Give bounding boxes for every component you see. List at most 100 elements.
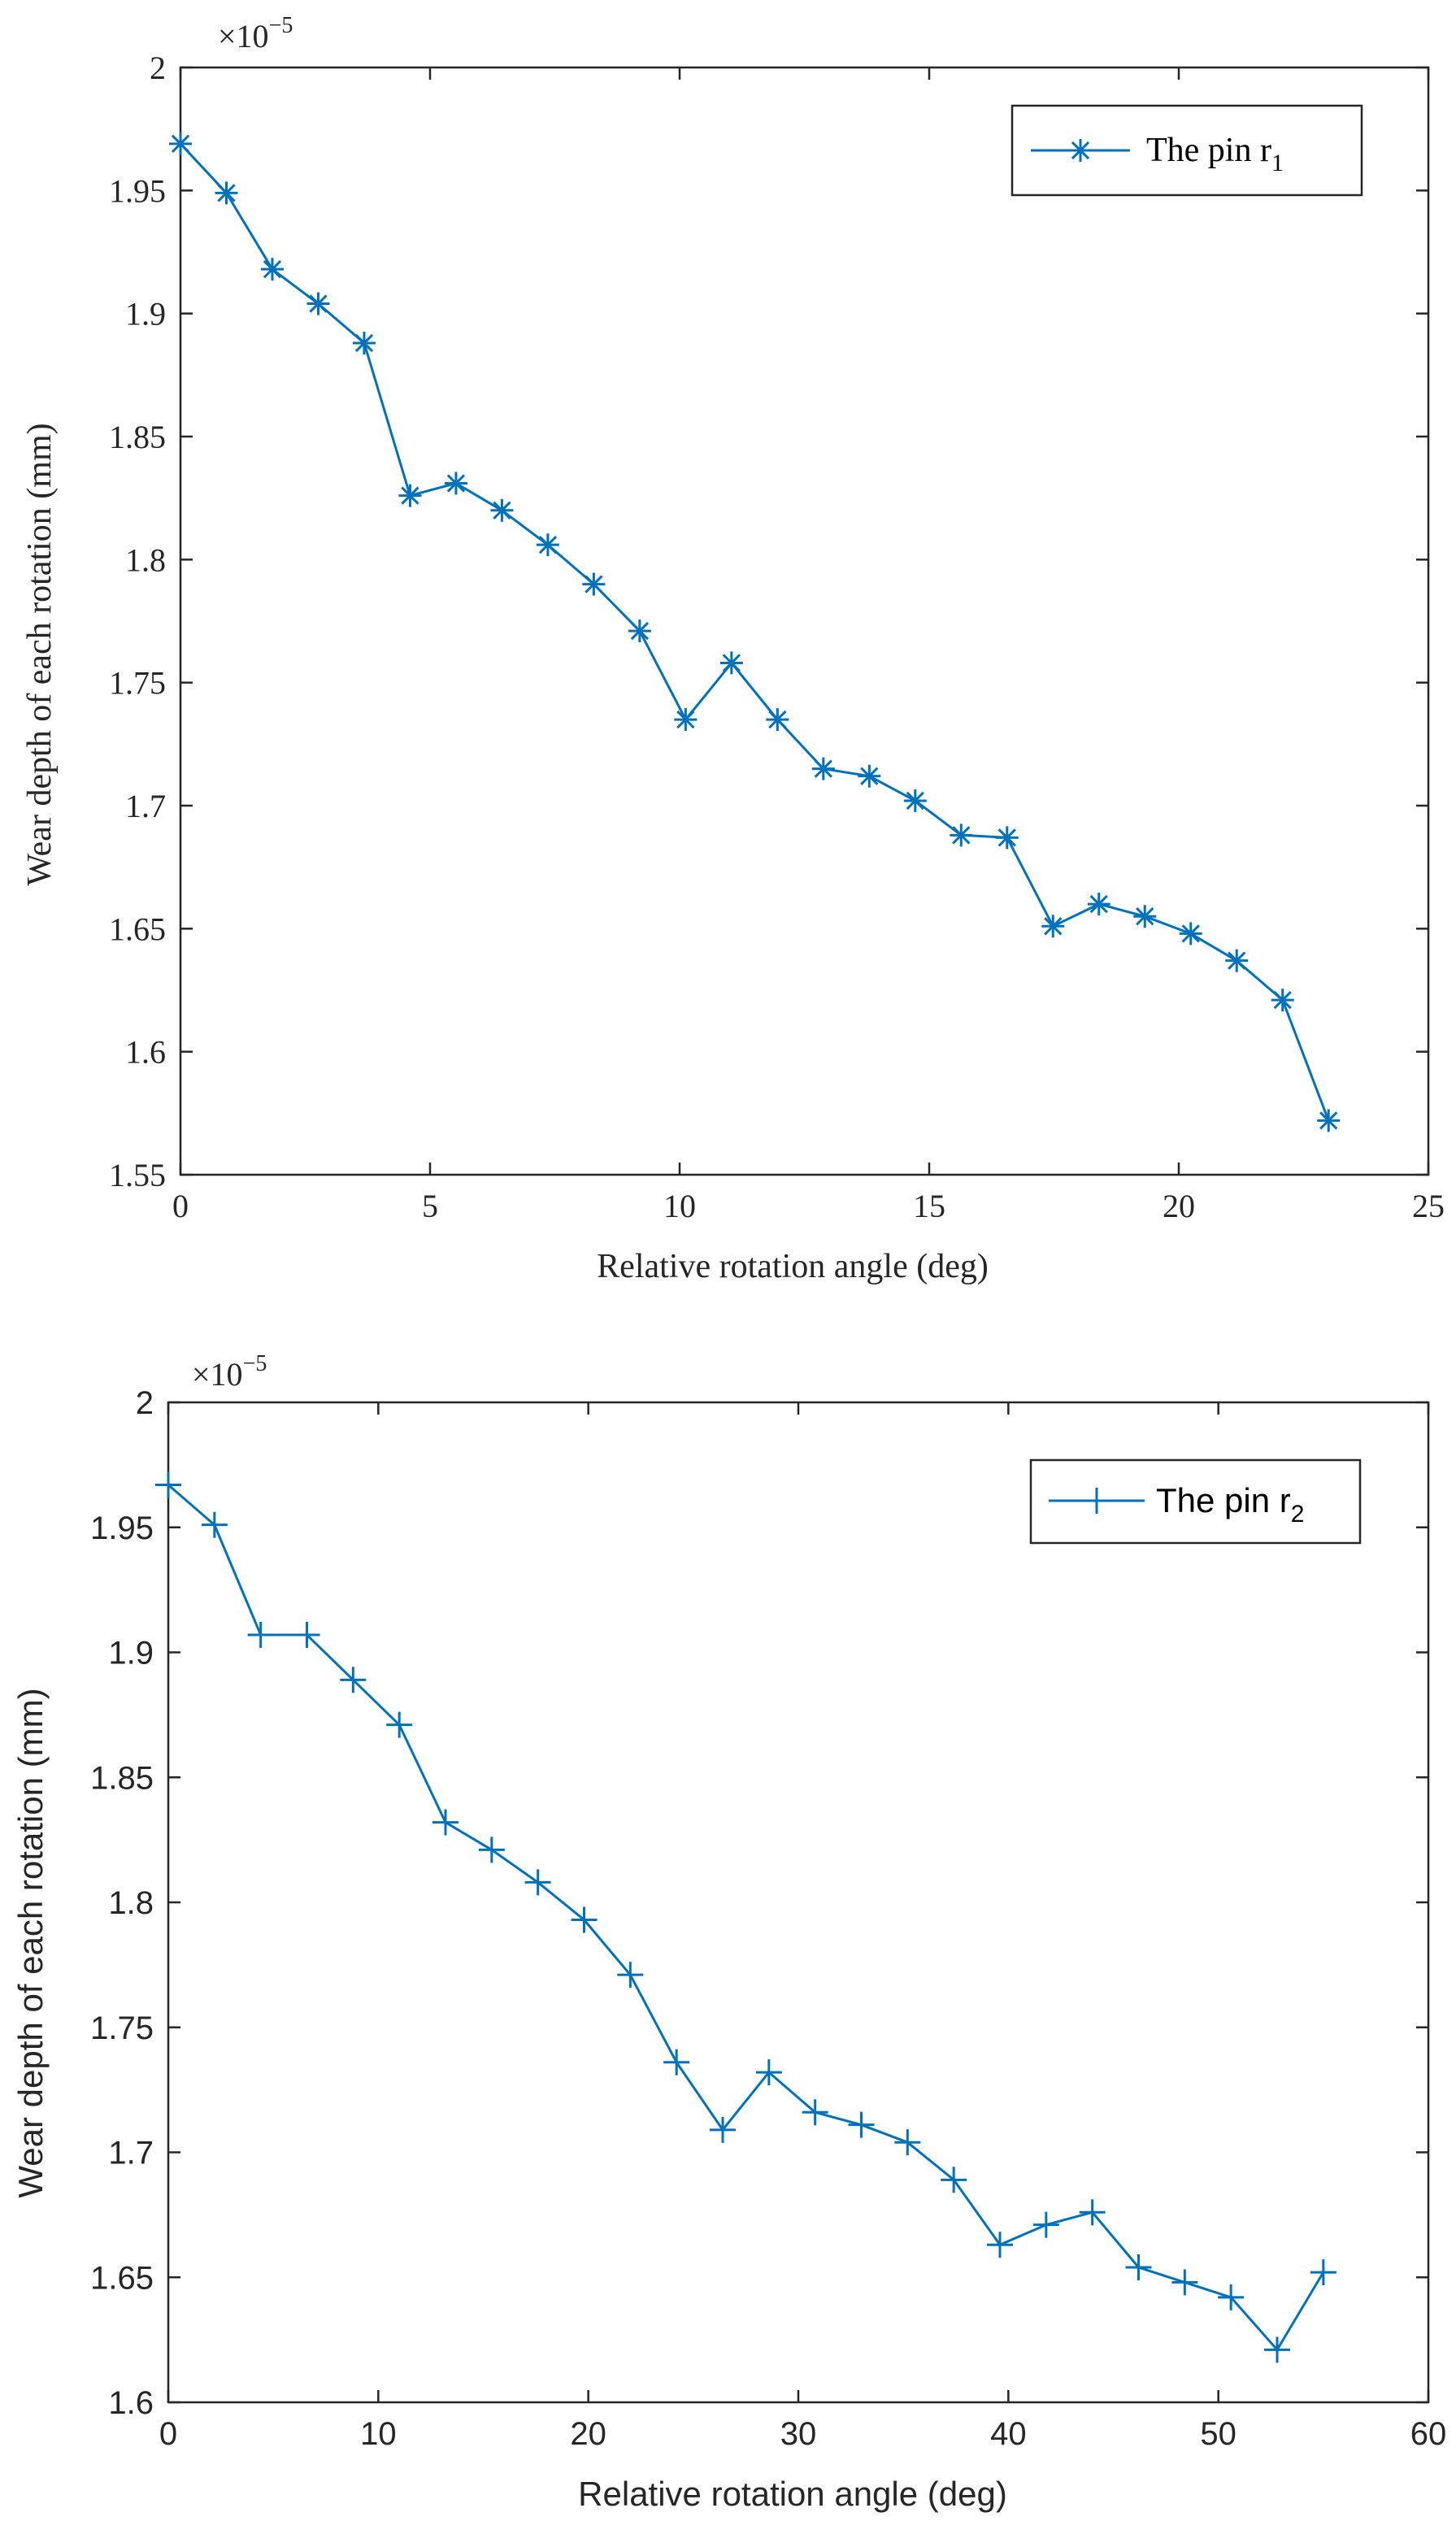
data-point-marker: [1133, 905, 1157, 928]
y-tick-label: 1.7: [108, 2136, 154, 2171]
data-point-marker: [1125, 2254, 1152, 2280]
y-tick-label: 1.6: [108, 2385, 154, 2421]
data-point-marker: [1310, 2259, 1336, 2286]
y-tick-label: 1.85: [109, 419, 166, 455]
data-point-marker: [582, 572, 606, 596]
x-tick-label: 40: [990, 2416, 1027, 2452]
data-point-marker: [398, 484, 422, 507]
y-axis-ticks: [168, 1401, 1428, 2404]
data-point-marker: [432, 1809, 459, 1836]
series-markers-pin-r1: [169, 132, 1341, 1132]
x-axis-ticks: [179, 67, 1430, 1175]
x-tick-label: 15: [913, 1188, 945, 1224]
y-tick-label: 1.6: [125, 1034, 166, 1071]
chart-pin-r2: 0 10 20 30 40 50 60 1.61.651.71.751.81.851.91.…: [11, 1351, 1446, 2513]
y-tick-label: 1.75: [90, 2010, 154, 2046]
legend-marker-glyph: [1069, 139, 1092, 162]
y-tick-label: 1.85: [90, 1760, 154, 1796]
data-point-marker: [155, 1471, 181, 1498]
series-line-pin-r1: [179, 142, 1330, 1121]
data-point-marker: [710, 2116, 736, 2143]
data-point-marker: [628, 619, 651, 643]
legend: The pin r2: [1029, 1458, 1362, 1545]
data-point-marker: [719, 651, 743, 675]
data-point-marker: [571, 1906, 598, 1933]
data-point-marker: [215, 181, 238, 205]
data-point-marker: [987, 2232, 1013, 2258]
data-point-marker: [1087, 893, 1110, 916]
y-tick-label: 1.8: [125, 541, 166, 578]
data-point-marker: [941, 2167, 967, 2193]
data-point-marker: [1225, 949, 1249, 972]
legend: The pin r1: [1011, 104, 1363, 197]
data-point-marker: [848, 2111, 875, 2138]
x-tick-label: 30: [780, 2416, 817, 2452]
data-point-marker: [340, 1667, 367, 1693]
x-tick-label: 0: [159, 2416, 177, 2452]
data-point-marker: [201, 1511, 228, 1538]
y-tick-labels: 1.6 1.65 1.7 1.75 1.8 1.85 1.9 1.95 2: [90, 1385, 154, 2421]
data-point-marker: [1079, 2199, 1106, 2226]
series-line-pin-r2: [167, 1484, 1325, 2352]
x-tick-label: 5: [422, 1188, 438, 1224]
data-point-marker: [478, 1836, 505, 1863]
data-point-marker: [352, 331, 376, 354]
y-tick-labels: 1.55 1.6 1.65 1.7 1.75 1.8 1.85 1.9 1.95 2: [109, 50, 166, 1193]
data-point-marker: [995, 826, 1019, 850]
y-tick-label: 1.95: [90, 1510, 154, 1546]
data-point-marker: [260, 258, 284, 281]
data-point-marker: [674, 708, 698, 732]
chart-pin-r1: 0 5 10 15 20 25 1.551.61.651.71.751.81.851.91…: [21, 13, 1445, 1285]
data-point-marker: [1171, 2269, 1198, 2296]
series-markers-pin-r2: [155, 1471, 1336, 2363]
x-tick-label: 50: [1200, 2416, 1237, 2452]
data-point-marker: [811, 757, 835, 780]
legend-plus-marker: [1084, 1488, 1110, 1514]
data-point-marker: [894, 2129, 921, 2156]
x-axis-ticks: [167, 1402, 1430, 2402]
data-point-marker: [536, 533, 559, 557]
y-tick-label: 1.9: [125, 296, 166, 333]
x-tick-label: 20: [570, 2416, 606, 2452]
data-point-marker: [169, 132, 192, 155]
x-tick-label: 20: [1163, 1188, 1195, 1224]
data-point-marker: [386, 1711, 413, 1738]
y-axis-exponent: ×10−5: [218, 13, 293, 54]
y-tick-label: 1.65: [90, 2260, 154, 2296]
y-tick-label: 1.75: [109, 665, 166, 702]
y-tick-label: 1.65: [109, 911, 166, 947]
data-point-marker: [1041, 915, 1065, 938]
data-point-marker: [802, 2099, 828, 2126]
data-point-marker: [755, 2059, 782, 2086]
data-point-marker: [663, 2049, 690, 2075]
x-axis-label: Relative rotation angle (deg): [578, 2475, 1007, 2513]
x-axis-label: Relative rotation angle (deg): [597, 1248, 989, 1285]
data-point-marker: [444, 472, 467, 495]
x-tick-labels: 0 10 20 30 40 50 60: [159, 2416, 1446, 2452]
data-point-marker: [766, 708, 789, 732]
data-point-marker: [903, 789, 927, 812]
y-axis-ticks: [180, 66, 1428, 1176]
legend-asterisk-marker: [1069, 139, 1092, 162]
data-point-marker: [247, 1621, 274, 1648]
plot-area-frame: [167, 1401, 1430, 2404]
data-point-marker: [1032, 2211, 1059, 2238]
x-tick-label: 10: [360, 2416, 397, 2452]
y-tick-label: 1.8: [108, 1885, 154, 1921]
data-point-marker: [524, 1869, 551, 1896]
x-tick-labels: 0 5 10 15 20 25: [172, 1188, 1445, 1224]
plot-area-frame: [179, 66, 1430, 1176]
data-point-marker: [490, 498, 514, 522]
data-point-marker: [858, 764, 881, 788]
data-point-marker: [617, 1962, 644, 1989]
data-point-marker: [293, 1621, 320, 1648]
y-tick-label: 1.9: [108, 1636, 154, 1671]
x-tick-label: 0: [172, 1188, 189, 1224]
data-point-marker: [1317, 1109, 1341, 1132]
y-tick-label: 2: [136, 1385, 154, 1421]
x-tick-label: 25: [1412, 1188, 1445, 1224]
y-axis-exponent: ×10−5: [192, 1351, 267, 1393]
y-tick-label: 1.95: [109, 172, 166, 209]
data-point-marker: [1218, 2284, 1245, 2310]
